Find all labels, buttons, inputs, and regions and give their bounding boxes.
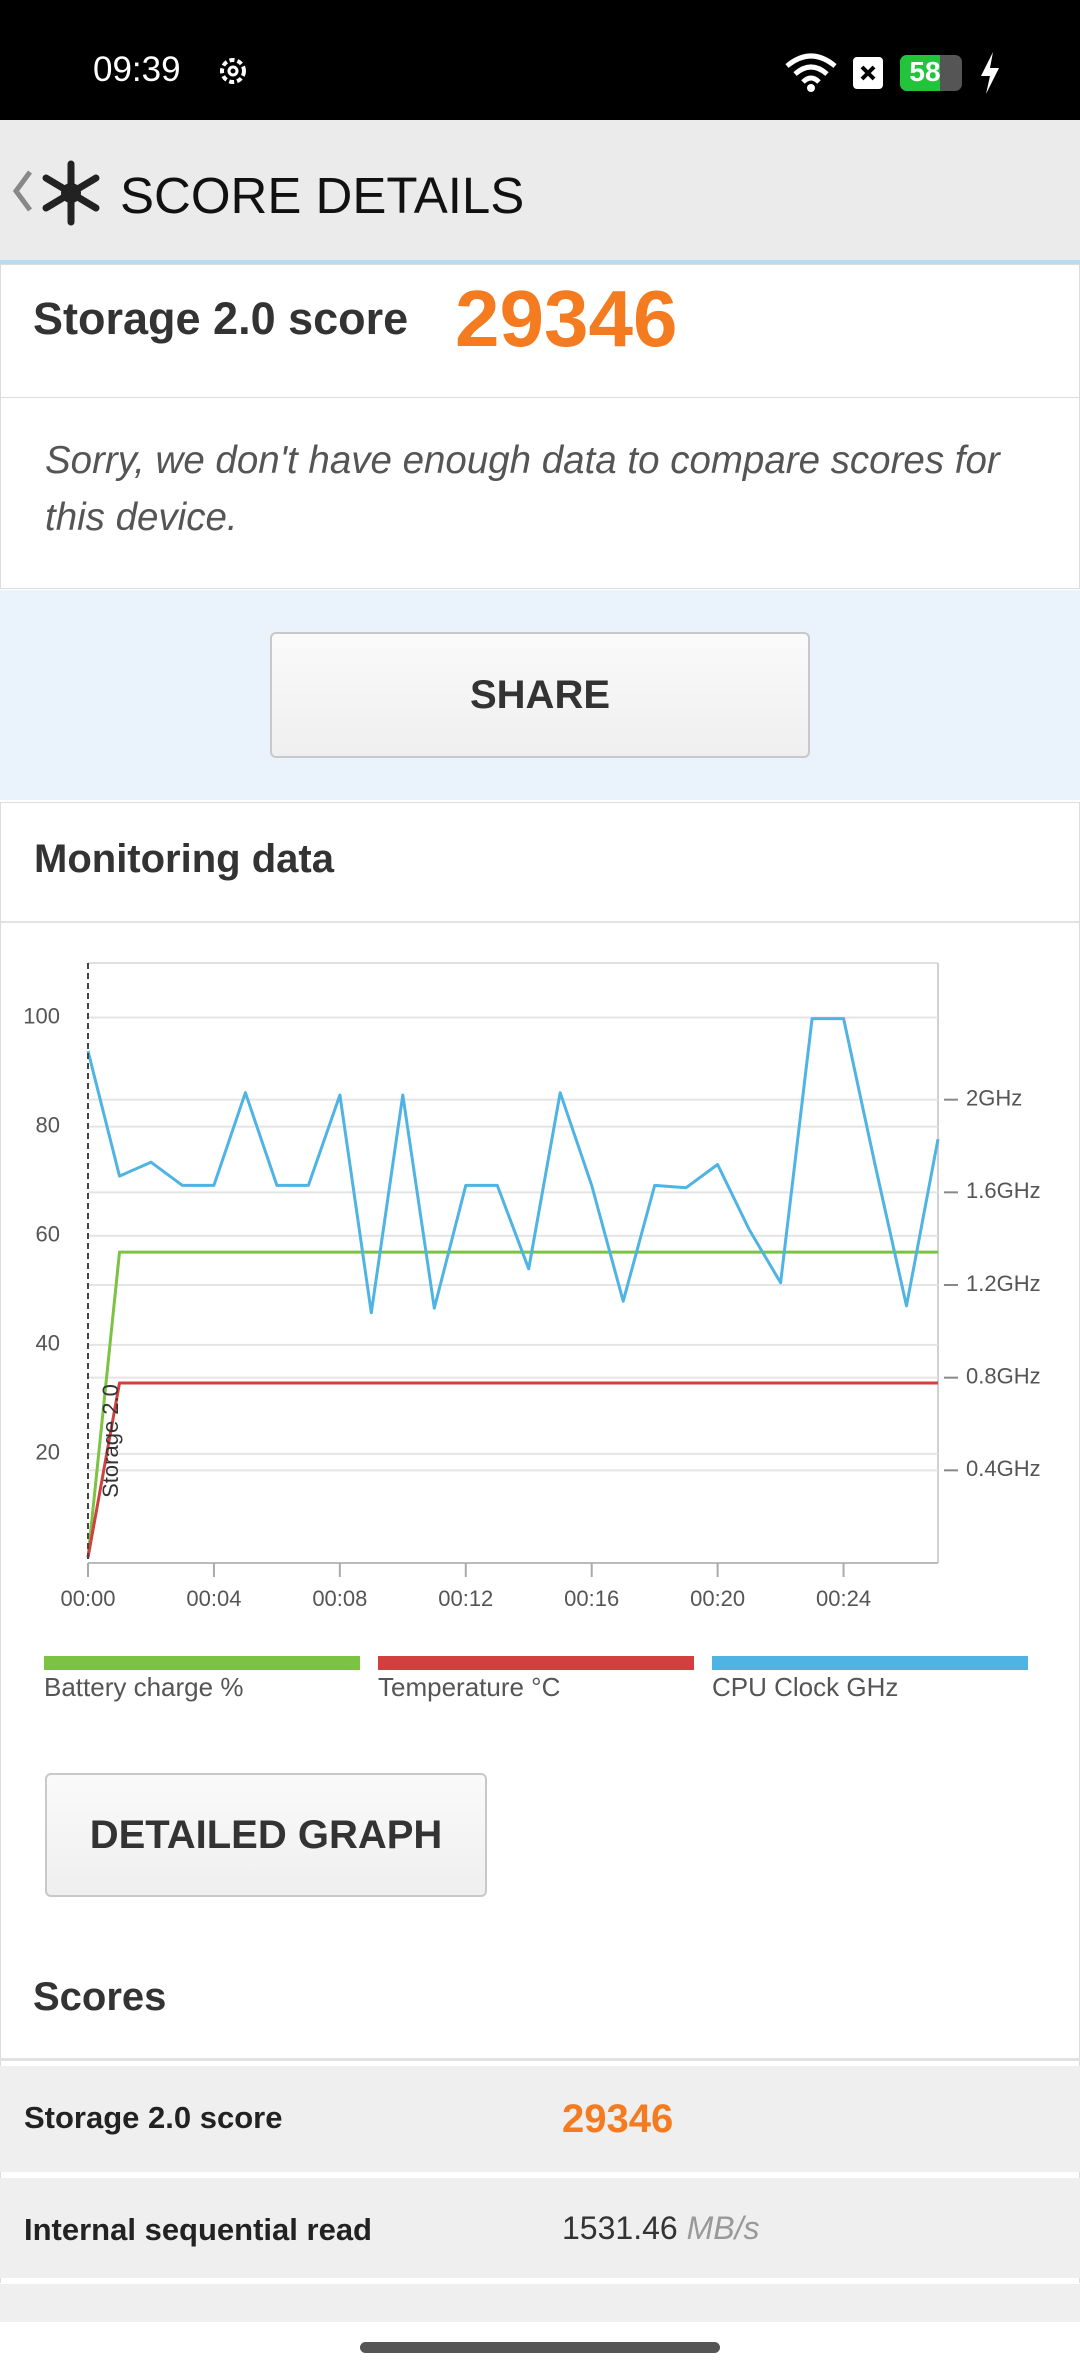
legend-label: CPU Clock GHz bbox=[712, 1672, 898, 1702]
nav-bar bbox=[0, 2322, 1080, 2373]
marker-label: Storage 2.0 bbox=[98, 1384, 123, 1498]
y-tick-label: 80 bbox=[36, 1112, 60, 1137]
x-tick-label: 00:20 bbox=[690, 1586, 745, 1611]
y-tick-label: 20 bbox=[36, 1440, 60, 1465]
status-bar: 09:39 58 bbox=[0, 0, 1080, 120]
series-line bbox=[86, 1017, 940, 1315]
row-value: 29346 bbox=[562, 2097, 674, 2141]
legend-label: Battery charge % bbox=[44, 1672, 243, 1702]
sim-icon bbox=[853, 57, 883, 89]
y2-tick-label: 1.2GHz bbox=[966, 1271, 1041, 1296]
y2-tick-label: 1.6GHz bbox=[966, 1178, 1041, 1203]
battery-icon: 58 bbox=[900, 55, 962, 91]
x-tick-label: 00:04 bbox=[186, 1586, 241, 1611]
detailed-graph-button[interactable]: DETAILED GRAPH bbox=[45, 1773, 487, 1897]
monitoring-chart: 20 40 60 80 100 0.4GHz 0.8GHz 1.2GHz 1.6GHz 2GHz 0… bbox=[23, 962, 1041, 1702]
monitoring-title: Monitoring data bbox=[34, 837, 334, 881]
message-card: Sorry, we don't have enough data to comp… bbox=[0, 397, 1080, 589]
y2-tick-label: 0.8GHz bbox=[966, 1363, 1041, 1388]
score-row-clipped bbox=[0, 2284, 1080, 2322]
clock: 09:39 bbox=[93, 50, 181, 89]
divider bbox=[1, 921, 1079, 923]
home-handle[interactable] bbox=[360, 2342, 720, 2353]
y-tick-label: 100 bbox=[23, 1003, 60, 1028]
x-tick-label: 00:00 bbox=[60, 1586, 115, 1611]
legend-swatch bbox=[712, 1656, 1028, 1670]
divider bbox=[0, 2058, 1080, 2061]
value-unit: MB/s bbox=[686, 2210, 760, 2246]
row-label: Internal sequential read bbox=[24, 2212, 372, 2247]
score-label: Storage 2.0 score bbox=[33, 293, 409, 344]
wifi-icon bbox=[785, 53, 837, 92]
charging-icon bbox=[981, 52, 999, 94]
value-number: 1531.46 bbox=[562, 2210, 678, 2246]
compare-message: Sorry, we don't have enough data to comp… bbox=[45, 439, 1000, 539]
row-label: Storage 2.0 score bbox=[24, 2100, 283, 2135]
series-line bbox=[86, 1381, 938, 1558]
x-tick-label: 00:16 bbox=[564, 1586, 619, 1611]
battery-level bbox=[900, 55, 940, 91]
legend-swatch bbox=[378, 1656, 694, 1670]
score-card: Storage 2.0 score 29346 bbox=[0, 264, 1080, 398]
battery-text: 58 bbox=[909, 56, 941, 87]
legend-swatch bbox=[44, 1656, 360, 1670]
settings-icon bbox=[220, 58, 246, 84]
x-tick-label: 00:12 bbox=[438, 1586, 493, 1611]
share-area: SHARE bbox=[0, 590, 1080, 800]
y-tick-label: 40 bbox=[36, 1331, 60, 1356]
app-icon bbox=[42, 160, 100, 226]
scores-title: Scores bbox=[33, 1975, 167, 2019]
score-row: Internal sequential read 1531.46 MB/s bbox=[0, 2178, 1080, 2278]
legend-label: Temperature °C bbox=[378, 1672, 560, 1702]
x-tick-label: 00:08 bbox=[312, 1586, 367, 1611]
series-line bbox=[86, 1250, 938, 1558]
header-title: SCORE DETAILS bbox=[120, 167, 525, 224]
y2-tick-label: 0.4GHz bbox=[966, 1456, 1041, 1481]
score-value: 29346 bbox=[455, 274, 678, 363]
score-row: Storage 2.0 score 29346 bbox=[0, 2066, 1080, 2172]
app-header: SCORE DETAILS bbox=[0, 120, 1080, 264]
y-tick-label: 60 bbox=[36, 1222, 60, 1247]
monitoring-card: Monitoring data bbox=[0, 802, 1080, 2283]
y2-tick-label: 2GHz bbox=[966, 1085, 1022, 1110]
row-value: 1531.46 MB/s bbox=[562, 2210, 759, 2247]
share-button[interactable]: SHARE bbox=[270, 632, 810, 758]
back-button[interactable] bbox=[10, 168, 36, 214]
x-tick-label: 00:24 bbox=[816, 1586, 871, 1611]
